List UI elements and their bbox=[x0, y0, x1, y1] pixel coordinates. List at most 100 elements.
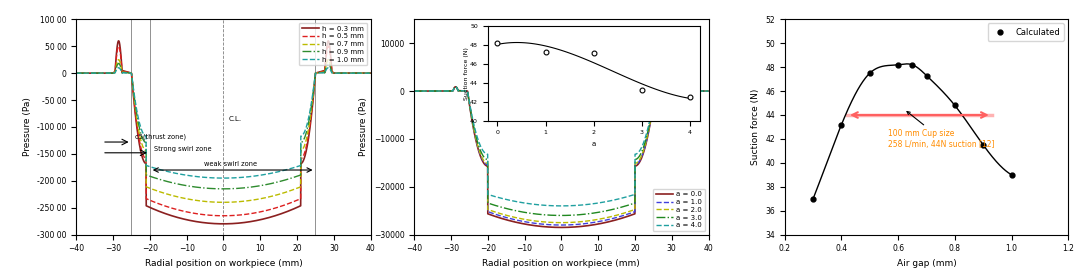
a = 3.0 bbox=[408, 89, 421, 93]
h = 0.5 mm bbox=[112, 45, 125, 48]
Calculated bbox=[906, 63, 919, 67]
Line: a = 3.0: a = 3.0 bbox=[414, 87, 708, 216]
h = 1.0 mm bbox=[85, 71, 98, 75]
h = 0.7 mm bbox=[364, 71, 377, 75]
Y-axis label: Pressure (Pa): Pressure (Pa) bbox=[360, 97, 368, 156]
h = 1.0 mm bbox=[355, 71, 368, 75]
h = 0.7 mm bbox=[355, 71, 368, 75]
h = 0.9 mm bbox=[217, 187, 230, 190]
a = 0.0 bbox=[640, 142, 653, 145]
Line: h = 0.7 mm: h = 0.7 mm bbox=[76, 60, 371, 202]
Text: 100 mm Cup size
258 L/min, 44N suction [12]: 100 mm Cup size 258 L/min, 44N suction [… bbox=[888, 112, 995, 149]
h = 0.5 mm bbox=[355, 71, 368, 75]
h = 0.9 mm bbox=[112, 62, 125, 65]
Legend: Calculated: Calculated bbox=[988, 23, 1064, 41]
a = 4.0 bbox=[543, 204, 556, 207]
Calculated bbox=[1005, 173, 1018, 176]
a = 4.0 bbox=[640, 133, 653, 137]
a = 0.0 bbox=[408, 89, 421, 93]
a = 1.0 bbox=[693, 89, 706, 93]
a = 4.0 bbox=[702, 89, 715, 93]
X-axis label: Radial position on workpiece (mm): Radial position on workpiece (mm) bbox=[145, 259, 302, 268]
Line: h = 0.5 mm: h = 0.5 mm bbox=[76, 46, 371, 216]
a = 1.0 bbox=[693, 89, 706, 93]
h = 0.5 mm bbox=[355, 71, 368, 75]
h = 0.9 mm bbox=[70, 71, 83, 75]
Calculated bbox=[863, 71, 876, 75]
a = 1.0 bbox=[661, 85, 674, 88]
Line: a = 2.0: a = 2.0 bbox=[414, 87, 708, 223]
a = 2.0 bbox=[543, 221, 556, 224]
h = 0.5 mm bbox=[302, 134, 315, 137]
Calculated bbox=[835, 123, 848, 126]
a = 2.0 bbox=[693, 89, 706, 93]
h = 0.3 mm bbox=[85, 71, 98, 75]
h = 0.5 mm bbox=[85, 71, 98, 75]
h = 0.7 mm bbox=[355, 71, 368, 75]
h = 0.7 mm bbox=[85, 71, 98, 75]
a = 0.0 bbox=[555, 226, 568, 229]
a = 0.0 bbox=[661, 85, 674, 88]
h = 1.0 mm bbox=[302, 118, 315, 121]
h = 0.3 mm bbox=[355, 71, 368, 75]
Line: a = 1.0: a = 1.0 bbox=[414, 87, 708, 225]
X-axis label: Air gap (mm): Air gap (mm) bbox=[897, 259, 956, 268]
h = 0.7 mm bbox=[205, 200, 218, 204]
a = 4.0 bbox=[555, 204, 568, 208]
h = 0.5 mm bbox=[70, 71, 83, 75]
h = 1.0 mm bbox=[70, 71, 83, 75]
a = 4.0 bbox=[693, 89, 706, 93]
a = 1.0 bbox=[640, 141, 653, 144]
a = 2.0 bbox=[693, 89, 706, 93]
a = 0.0 bbox=[550, 226, 564, 229]
h = 0.9 mm bbox=[213, 187, 226, 190]
Line: Calculated: Calculated bbox=[811, 62, 1014, 201]
Calculated bbox=[807, 197, 820, 200]
a = 0.0 bbox=[702, 89, 715, 93]
a = 3.0 bbox=[555, 214, 568, 217]
h = 0.5 mm bbox=[364, 71, 377, 75]
h = 0.3 mm bbox=[355, 71, 368, 75]
h = 0.9 mm bbox=[355, 71, 368, 75]
h = 0.7 mm bbox=[213, 201, 226, 204]
h = 0.9 mm bbox=[364, 71, 377, 75]
Text: c5(thrust zone): c5(thrust zone) bbox=[135, 134, 186, 140]
Line: a = 4.0: a = 4.0 bbox=[414, 87, 708, 206]
a = 1.0 bbox=[408, 89, 421, 93]
h = 0.3 mm bbox=[112, 39, 125, 43]
a = 0.0 bbox=[693, 89, 706, 93]
h = 1.0 mm bbox=[112, 66, 125, 70]
h = 0.7 mm bbox=[217, 201, 230, 204]
Legend: h = 0.3 mm, h = 0.5 mm, h = 0.7 mm, h = 0.9 mm, h = 1.0 mm: h = 0.3 mm, h = 0.5 mm, h = 0.7 mm, h = … bbox=[299, 23, 367, 65]
h = 0.9 mm bbox=[355, 71, 368, 75]
Text: C.L.: C.L. bbox=[229, 116, 242, 122]
Calculated bbox=[948, 104, 961, 107]
a = 0.0 bbox=[693, 89, 706, 93]
Line: h = 1.0 mm: h = 1.0 mm bbox=[76, 68, 371, 178]
h = 0.3 mm bbox=[217, 222, 230, 225]
a = 1.0 bbox=[423, 89, 436, 93]
h = 0.3 mm bbox=[302, 138, 315, 141]
Line: h = 0.3 mm: h = 0.3 mm bbox=[76, 41, 371, 224]
a = 1.0 bbox=[555, 223, 568, 227]
Line: a = 0.0: a = 0.0 bbox=[414, 87, 708, 227]
h = 0.9 mm bbox=[85, 71, 98, 75]
a = 2.0 bbox=[423, 89, 436, 93]
a = 3.0 bbox=[423, 89, 436, 93]
h = 1.0 mm bbox=[205, 176, 218, 179]
a = 2.0 bbox=[702, 89, 715, 93]
h = 0.9 mm bbox=[302, 122, 315, 126]
Line: h = 0.9 mm: h = 0.9 mm bbox=[76, 63, 371, 189]
a = 3.0 bbox=[702, 89, 715, 93]
a = 3.0 bbox=[640, 137, 653, 140]
h = 1.0 mm bbox=[364, 71, 377, 75]
h = 0.7 mm bbox=[302, 128, 315, 131]
h = 0.7 mm bbox=[70, 71, 83, 75]
X-axis label: Radial position on workpiece (mm): Radial position on workpiece (mm) bbox=[483, 259, 640, 268]
a = 4.0 bbox=[408, 89, 421, 93]
Text: weak swirl zone: weak swirl zone bbox=[204, 161, 257, 167]
a = 1.0 bbox=[550, 223, 564, 227]
a = 2.0 bbox=[408, 89, 421, 93]
a = 3.0 bbox=[661, 85, 674, 88]
a = 2.0 bbox=[640, 140, 653, 143]
